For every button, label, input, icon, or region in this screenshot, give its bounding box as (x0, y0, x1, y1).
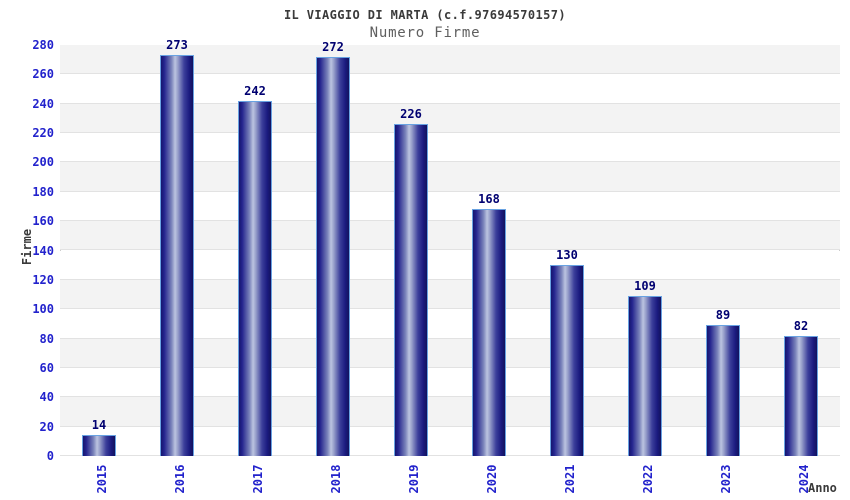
chart-subtitle: Numero Firme (369, 25, 481, 41)
y-tick-label: 280 (32, 38, 54, 52)
y-tick-label: 160 (32, 214, 54, 229)
x-tick-label: 2018 (329, 464, 343, 494)
y-tick-label: 80 (39, 331, 54, 346)
bar-value-label: 272 (322, 40, 344, 54)
bar-value-label: 168 (478, 192, 500, 206)
y-tick-label: 20 (39, 419, 54, 434)
bar-value-label: 226 (400, 107, 422, 121)
bar (784, 336, 818, 456)
x-tick-label: 2017 (251, 464, 265, 494)
bar (394, 124, 428, 456)
bar (238, 101, 272, 456)
bar (628, 296, 662, 456)
bar-value-label: 14 (91, 418, 107, 432)
x-tick-label: 2022 (641, 464, 655, 494)
y-tick-label: 180 (32, 184, 54, 199)
x-tick-label: 2020 (485, 464, 499, 494)
y-tick-label: 220 (32, 126, 54, 141)
bar-value-label: 82 (793, 319, 809, 333)
bar-value-label: 273 (166, 38, 188, 52)
x-tick-label: 2016 (173, 464, 187, 494)
y-tick-label: 140 (32, 243, 54, 258)
y-tick-label: 200 (32, 155, 54, 170)
x-tick-label: 2015 (95, 464, 109, 494)
y-tick-label: 240 (32, 96, 54, 111)
bar-value-label: 130 (556, 248, 578, 262)
bar (706, 325, 740, 456)
bar (160, 55, 194, 456)
x-tick-label: 2019 (407, 464, 421, 494)
y-tick-label: 0 (46, 449, 54, 463)
x-tick-label: 2023 (719, 464, 733, 494)
y-tick-label: 120 (32, 272, 54, 287)
bar-value-label: 89 (715, 308, 731, 322)
bar (82, 435, 116, 456)
bar (550, 265, 584, 456)
x-tick-label: 2021 (563, 464, 577, 494)
y-tick-label: 260 (32, 67, 54, 82)
y-tick-label: 40 (39, 390, 54, 405)
x-axis-label: Anno (808, 481, 837, 495)
bar-value-label: 242 (244, 84, 266, 98)
bar (472, 209, 506, 456)
bar (316, 57, 350, 456)
y-axis-label: Firme (20, 228, 34, 266)
bar-value-label: 109 (634, 279, 656, 293)
y-tick-label: 60 (39, 360, 54, 375)
y-tick-label: 100 (32, 302, 54, 317)
chart-title: IL VIAGGIO DI MARTA (c.f.97694570157) (283, 8, 567, 22)
